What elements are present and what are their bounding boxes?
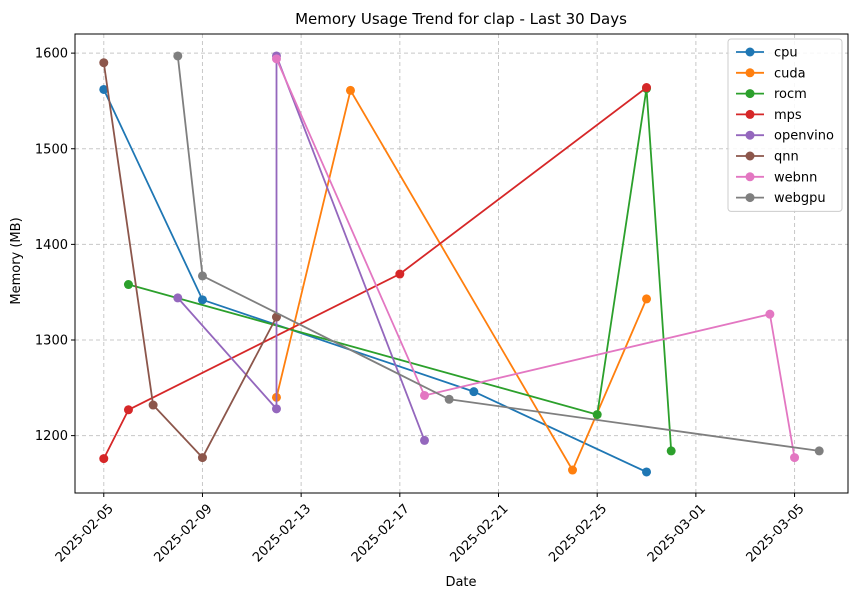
legend-item-qnn: qnn	[736, 150, 799, 165]
y-axis-label: Memory (MB)	[9, 217, 24, 304]
data-point-rocm	[123, 280, 133, 290]
series-lines	[99, 51, 824, 477]
legend-label: cuda	[774, 66, 806, 81]
series-line-openvino	[177, 55, 426, 441]
data-point-qnn	[99, 58, 109, 68]
series-line-rocm	[128, 88, 673, 451]
data-point-cpu	[642, 467, 652, 477]
y-tick-label: 1400	[35, 238, 68, 253]
data-point-webgpu	[173, 51, 183, 61]
data-point-mps	[99, 454, 109, 464]
data-point-webnn	[765, 309, 775, 319]
legend-label: openvino	[774, 129, 834, 144]
data-point-cuda	[345, 85, 355, 95]
data-point-qnn	[197, 453, 207, 463]
legend-label: cpu	[774, 46, 798, 61]
legend-box	[727, 38, 843, 212]
series-cuda	[271, 85, 652, 475]
plot-area-frame	[74, 33, 849, 494]
legend-label: mps	[774, 108, 802, 123]
legend-swatch-marker	[745, 172, 755, 182]
series-line-webnn	[275, 58, 796, 458]
data-point-openvino	[271, 404, 281, 414]
legend-item-mps: mps	[736, 108, 802, 123]
legend-label: qnn	[774, 150, 799, 165]
legend-label: webgpu	[774, 191, 826, 206]
series-line-qnn	[102, 62, 278, 460]
legend-item-webgpu: webgpu	[736, 191, 826, 206]
series-line-cuda	[275, 88, 648, 473]
data-point-rocm	[592, 410, 602, 420]
series-webgpu	[173, 51, 824, 456]
legend-swatch-marker	[745, 109, 755, 119]
legend-swatch-marker	[745, 68, 755, 78]
data-point-openvino	[173, 293, 183, 303]
data-point-mps	[123, 405, 133, 415]
data-point-webgpu	[814, 446, 824, 456]
legend-swatch-marker	[745, 47, 755, 57]
legend-item-rocm: rocm	[736, 87, 807, 102]
data-point-webnn	[419, 390, 429, 400]
data-point-cpu	[469, 387, 479, 397]
series-line-cpu	[102, 89, 647, 473]
legend-swatch-marker	[745, 130, 755, 140]
data-point-webnn	[790, 453, 800, 463]
data-point-cpu	[197, 295, 207, 305]
legend-swatch-marker	[745, 193, 755, 203]
legend-label: rocm	[774, 87, 807, 102]
data-point-webnn	[271, 54, 281, 64]
legend-item-webnn: webnn	[736, 170, 817, 185]
data-point-qnn	[148, 400, 158, 410]
legend-label: webnn	[774, 170, 817, 185]
series-webnn	[271, 54, 800, 463]
legend-item-openvino: openvino	[736, 129, 834, 144]
series-line-webgpu	[176, 55, 820, 452]
data-point-webgpu	[444, 394, 454, 404]
legend-item-cpu: cpu	[736, 46, 798, 61]
y-tick-label: 1200	[35, 429, 68, 444]
data-point-cpu	[99, 84, 109, 94]
series-qnn	[99, 58, 281, 463]
legend-swatch-marker	[745, 89, 755, 99]
data-point-cuda	[568, 465, 578, 475]
x-axis-label: Date	[445, 575, 476, 590]
data-point-cuda	[642, 294, 652, 304]
data-point-mps	[395, 269, 405, 279]
y-tick-label: 1300	[35, 334, 68, 349]
grid-lines	[75, 34, 848, 493]
legend-item-cuda: cuda	[736, 66, 806, 81]
data-point-openvino	[419, 435, 429, 445]
data-point-webgpu	[197, 271, 207, 281]
data-point-rocm	[666, 446, 676, 456]
series-openvino	[173, 51, 429, 445]
y-tick-label: 1500	[35, 142, 68, 157]
data-point-mps	[642, 83, 652, 93]
chart-title: Memory Usage Trend for clap - Last 30 Da…	[295, 10, 627, 28]
legend: cpu cuda rocm mps openvino qnn webnn webgpu	[727, 38, 843, 212]
y-tick-label: 1600	[35, 47, 68, 62]
legend-swatch-marker	[745, 151, 755, 161]
series-cpu	[99, 84, 652, 477]
